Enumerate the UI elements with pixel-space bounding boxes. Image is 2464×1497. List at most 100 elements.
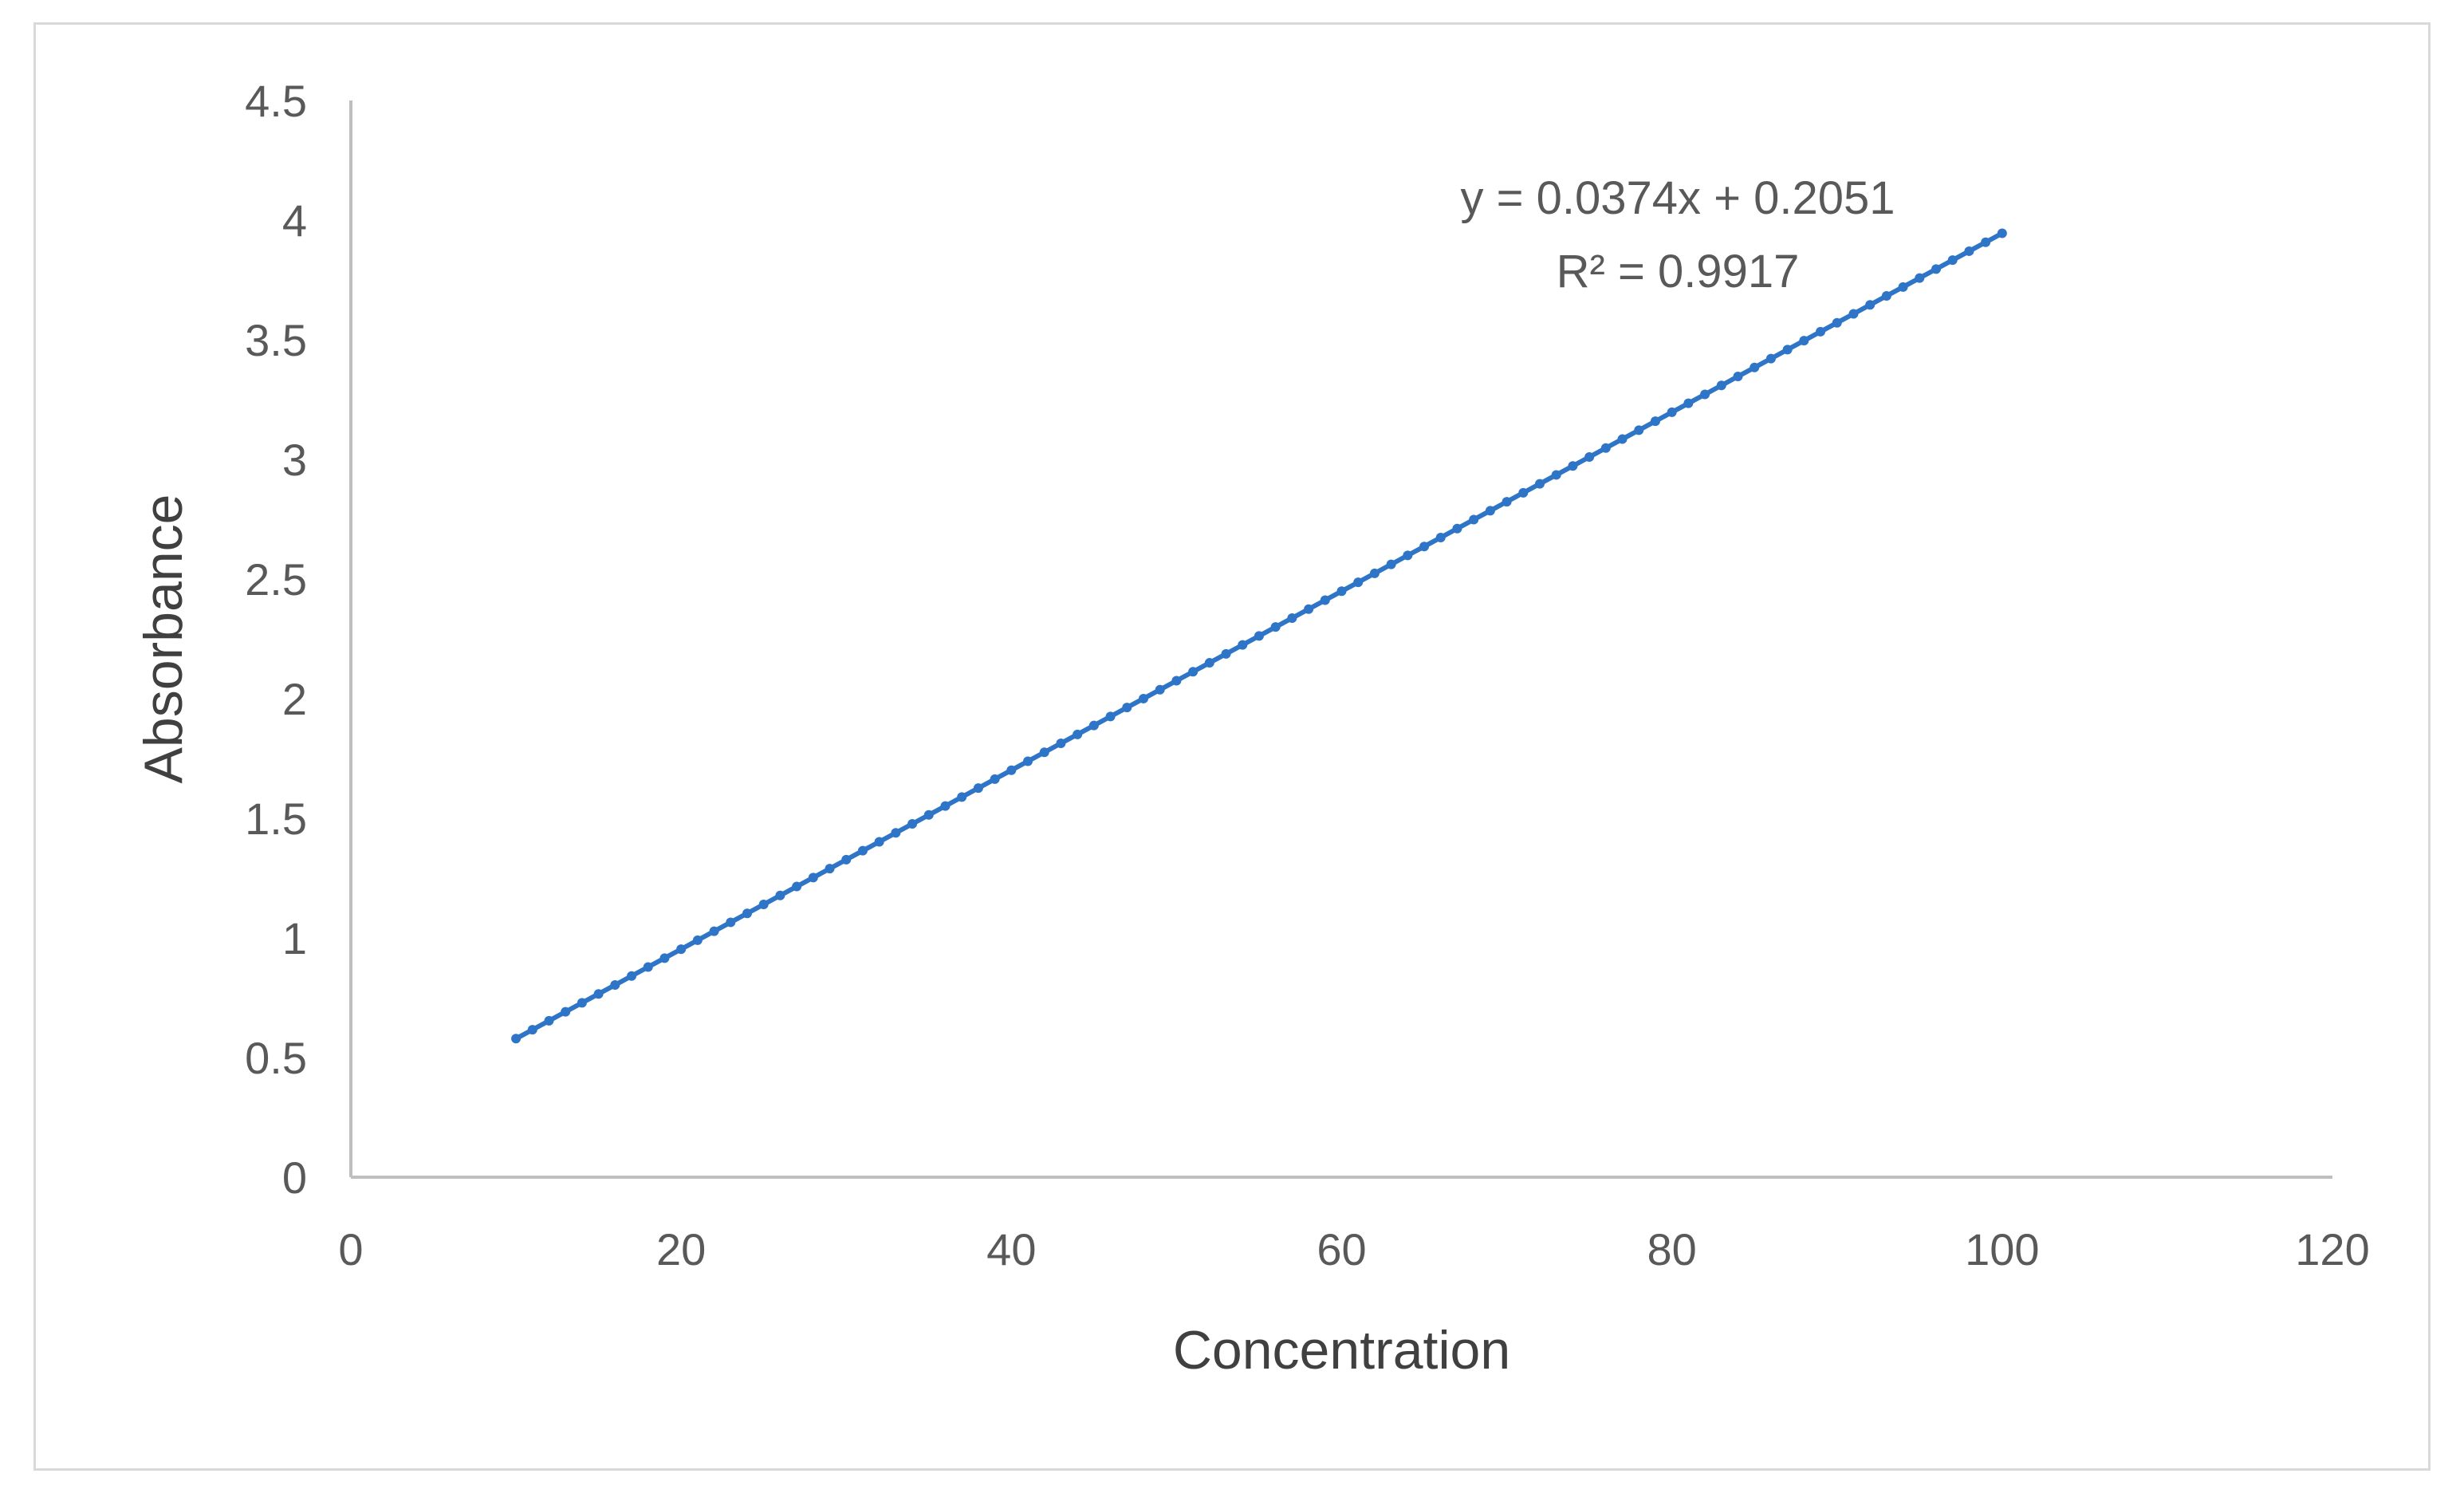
data-point [511, 1034, 522, 1044]
data-point [1568, 461, 1578, 471]
data-point [1369, 568, 1380, 578]
data-point [1799, 336, 1809, 346]
data-point [891, 828, 901, 838]
data-point [825, 864, 835, 874]
data-point [1469, 514, 1479, 525]
y-tick-label: 2.5 [245, 554, 307, 605]
x-tick-label: 120 [2295, 1224, 2369, 1274]
y-tick-label: 3.5 [245, 315, 307, 365]
data-point [1716, 380, 1726, 391]
data-point [1964, 246, 1974, 256]
data-point [1403, 550, 1413, 561]
data-point [1254, 631, 1264, 641]
data-point [1700, 389, 1710, 400]
y-tick-labels: 0 0.5 1 1.5 2 2.5 3 3.5 4 4.5 [245, 76, 307, 1203]
data-point [940, 801, 951, 811]
y-tick-label: 2 [282, 674, 307, 724]
data-point [1122, 703, 1132, 713]
data-point [1435, 532, 1446, 542]
data-point [775, 890, 785, 900]
data-point [1238, 640, 1248, 650]
data-point [792, 881, 802, 892]
x-tick-label: 100 [1965, 1224, 2039, 1274]
data-point [1832, 317, 1842, 328]
data-point [1865, 300, 1876, 310]
x-tick-label: 0 [338, 1224, 363, 1274]
data-point [1915, 273, 1925, 283]
data-point [1782, 345, 1793, 355]
chart-frame [33, 22, 2431, 1471]
y-axis-title: Absorbance [133, 494, 194, 784]
data-point [1105, 711, 1116, 722]
data-point [923, 810, 934, 820]
data-point [676, 944, 687, 955]
data-point [1419, 542, 1430, 552]
data-point [1287, 613, 1297, 623]
data-point [1518, 487, 1529, 498]
data-point [742, 908, 752, 919]
x-tick-label: 60 [1317, 1224, 1366, 1274]
data-point [1155, 684, 1165, 695]
data-point [1270, 622, 1281, 632]
data-point [1617, 434, 1628, 444]
data-point [709, 926, 719, 936]
data-point [659, 953, 670, 963]
data-point [1088, 720, 1099, 731]
data-point [1304, 604, 1314, 614]
x-tick-label: 40 [986, 1224, 1036, 1274]
data-point [1667, 407, 1677, 417]
data-point [1816, 326, 1826, 337]
r-squared-label: R² = 0.9917 [1557, 246, 1800, 297]
data-point [957, 792, 967, 802]
data-point [1881, 291, 1891, 301]
data-point [593, 989, 604, 999]
data-point [1221, 648, 1231, 659]
data-point [561, 1007, 571, 1017]
data-point [1023, 756, 1033, 766]
data-point [1634, 425, 1644, 435]
data-point [544, 1015, 554, 1026]
data-point [692, 935, 703, 945]
data-point [643, 962, 653, 972]
data-point [577, 998, 587, 1008]
data-point [1650, 416, 1660, 427]
data-point [841, 854, 852, 865]
data-point [1848, 309, 1859, 319]
data-point [1485, 506, 1495, 516]
data-point [1997, 228, 2007, 238]
data-point [527, 1025, 537, 1035]
data-point [1898, 282, 1908, 292]
y-tick-label: 1.5 [245, 794, 307, 844]
y-tick-label: 3 [282, 435, 307, 485]
data-point [1535, 479, 1545, 489]
data-point [1006, 765, 1017, 775]
y-tick-label: 0 [282, 1152, 307, 1203]
y-tick-label: 4 [282, 195, 307, 246]
x-tick-label: 80 [1647, 1224, 1697, 1274]
data-point [857, 845, 868, 856]
data-point [1353, 577, 1364, 588]
data-point [1386, 559, 1396, 569]
data-point [874, 837, 884, 847]
y-tick-label: 0.5 [245, 1033, 307, 1083]
data-point [1204, 658, 1214, 668]
data-point [627, 971, 637, 981]
data-point [1947, 255, 1958, 266]
axes [349, 100, 2332, 1179]
data-point [1765, 353, 1776, 364]
data-point [1073, 729, 1083, 739]
data-point [1039, 747, 1049, 758]
data-point [990, 774, 1000, 784]
data-point [1931, 264, 1941, 274]
x-axis-title: Concentration [1173, 1320, 1510, 1381]
data-point [1551, 470, 1561, 480]
data-point [758, 900, 769, 909]
data-point [808, 873, 818, 883]
data-point [1171, 676, 1182, 686]
series-layer [511, 228, 2007, 1044]
data-point [1733, 372, 1743, 382]
x-tick-labels: 0 20 40 60 80 100 120 [338, 1224, 2369, 1274]
data-point [1981, 237, 1991, 247]
y-tick-label: 1 [282, 913, 307, 963]
